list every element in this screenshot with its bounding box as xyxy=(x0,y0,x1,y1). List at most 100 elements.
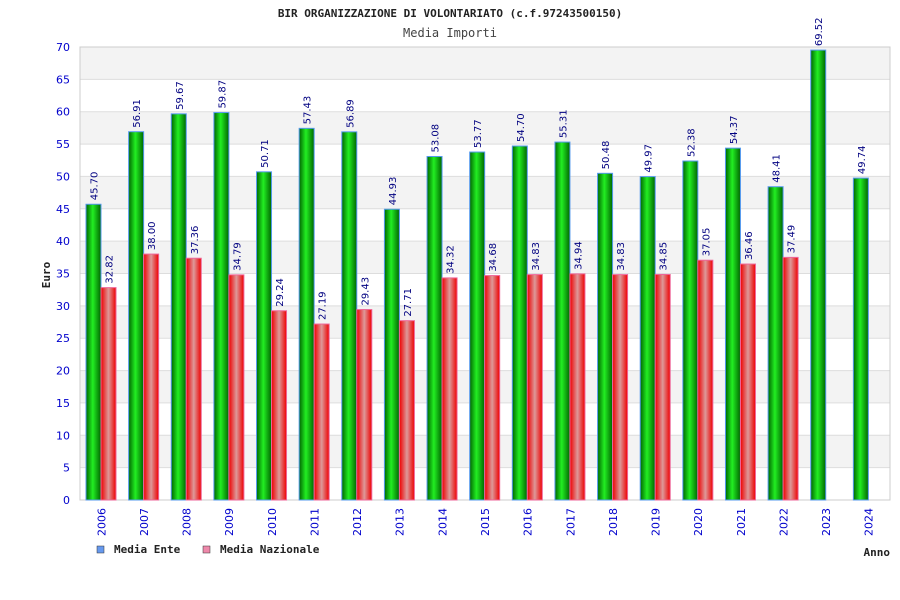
value-label: 69.52 xyxy=(814,17,825,46)
y-tick-label: 55 xyxy=(56,138,70,151)
bar-media-ente xyxy=(469,151,486,501)
value-label: 44.93 xyxy=(388,177,399,206)
value-label: 34.68 xyxy=(488,243,499,272)
y-tick-label: 30 xyxy=(56,300,70,313)
y-tick-label: 5 xyxy=(63,462,70,475)
y-tick-label: 20 xyxy=(56,365,70,378)
legend-label-media-ente: Media Ente xyxy=(114,543,181,556)
x-tick-label: 2021 xyxy=(735,508,748,536)
value-label: 45.70 xyxy=(90,172,101,201)
bar-media-nazionale xyxy=(697,259,714,501)
y-tick-label: 60 xyxy=(56,106,70,119)
chart-title: BIR ORGANIZZAZIONE DI VOLONTARIATO (c.f.… xyxy=(278,7,622,20)
y-tick-label: 40 xyxy=(56,235,70,248)
value-label: 27.19 xyxy=(318,291,329,320)
bar-media-nazionale xyxy=(313,323,330,501)
bar-media-nazionale xyxy=(185,257,202,501)
value-label: 55.31 xyxy=(558,109,569,138)
x-tick-label: 2022 xyxy=(777,508,790,536)
grid-band xyxy=(80,79,890,112)
x-tick-label: 2016 xyxy=(522,508,535,536)
value-label: 29.43 xyxy=(360,277,371,306)
bar-media-ente xyxy=(554,141,571,501)
bar-media-nazionale xyxy=(569,273,586,501)
bar-media-nazionale xyxy=(228,274,245,501)
bar-media-ente xyxy=(852,177,869,501)
legend-swatch-media-nazionale xyxy=(202,545,211,554)
value-label: 37.36 xyxy=(190,226,201,255)
bar-media-ente xyxy=(426,155,443,501)
x-tick-label: 2006 xyxy=(95,508,108,536)
y-tick-label: 65 xyxy=(56,73,70,86)
bar-media-ente xyxy=(724,147,741,501)
x-tick-label: 2019 xyxy=(650,508,663,536)
bar-media-ente xyxy=(383,208,400,501)
y-tick-label: 15 xyxy=(56,397,70,410)
x-tick-label: 2009 xyxy=(223,508,236,536)
bar-media-ente xyxy=(85,203,102,501)
x-tick-label: 2020 xyxy=(692,508,705,536)
value-label: 59.87 xyxy=(217,80,228,109)
bar-media-nazionale xyxy=(612,274,629,501)
value-label: 56.91 xyxy=(132,99,143,128)
value-label: 37.05 xyxy=(701,228,712,257)
value-label: 48.41 xyxy=(772,154,783,183)
value-label: 49.97 xyxy=(644,144,655,173)
bar-media-ente xyxy=(682,160,699,501)
value-label: 34.94 xyxy=(573,241,584,270)
legend-label-media-nazionale: Media Nazionale xyxy=(220,543,320,556)
bar-media-nazionale xyxy=(356,309,373,501)
grid-band xyxy=(80,111,890,145)
value-label: 54.70 xyxy=(516,113,527,142)
x-tick-label: 2010 xyxy=(266,508,279,536)
y-tick-label: 45 xyxy=(56,203,70,216)
bar-media-ente xyxy=(128,131,145,501)
value-label: 54.37 xyxy=(729,116,740,145)
bar-media-ente xyxy=(810,49,827,501)
y-tick-label: 50 xyxy=(56,170,70,183)
value-label: 57.43 xyxy=(303,96,314,125)
value-label: 50.48 xyxy=(601,141,612,170)
value-label: 53.77 xyxy=(473,119,484,148)
value-label: 59.67 xyxy=(175,81,186,110)
bar-media-nazionale xyxy=(143,253,160,501)
y-tick-label: 0 xyxy=(63,494,70,507)
bar-media-nazionale xyxy=(441,277,458,501)
value-label: 50.71 xyxy=(260,139,271,168)
x-tick-label: 2007 xyxy=(138,508,151,536)
bar-media-nazionale xyxy=(526,274,543,501)
bar-media-ente xyxy=(511,145,528,501)
x-tick-label: 2008 xyxy=(181,508,194,536)
bar-media-ente xyxy=(170,113,187,501)
value-label: 38.00 xyxy=(147,221,158,250)
grid-band xyxy=(80,47,890,80)
value-label: 36.46 xyxy=(744,231,755,260)
x-tick-label: 2017 xyxy=(564,508,577,536)
value-label: 34.32 xyxy=(446,245,457,274)
value-label: 34.79 xyxy=(232,242,243,271)
y-tick-label: 25 xyxy=(56,332,70,345)
chart-subtitle: Media Importi xyxy=(403,26,497,40)
value-label: 56.89 xyxy=(345,99,356,128)
x-tick-label: 2018 xyxy=(607,508,620,536)
bar-media-ente xyxy=(341,131,358,501)
legend: Media Ente Media Nazionale xyxy=(96,543,320,556)
legend-swatch-media-ente xyxy=(96,545,105,554)
x-tick-label: 2011 xyxy=(308,508,321,536)
bar-media-nazionale xyxy=(398,320,415,501)
value-label: 34.83 xyxy=(531,242,542,271)
bar-media-ente xyxy=(767,186,784,501)
value-label: 53.08 xyxy=(431,124,442,153)
x-axis-label: Anno xyxy=(864,546,891,559)
x-tick-label: 2015 xyxy=(479,508,492,536)
value-label: 52.38 xyxy=(686,128,697,157)
bar-media-nazionale xyxy=(271,310,288,501)
bar-media-nazionale xyxy=(739,263,756,501)
value-label: 34.83 xyxy=(616,242,627,271)
x-tick-label: 2013 xyxy=(394,508,407,536)
value-label: 29.24 xyxy=(275,278,286,307)
bar-media-ente xyxy=(597,172,614,501)
bar-media-ente xyxy=(256,171,273,501)
x-tick-label: 2024 xyxy=(863,508,876,536)
